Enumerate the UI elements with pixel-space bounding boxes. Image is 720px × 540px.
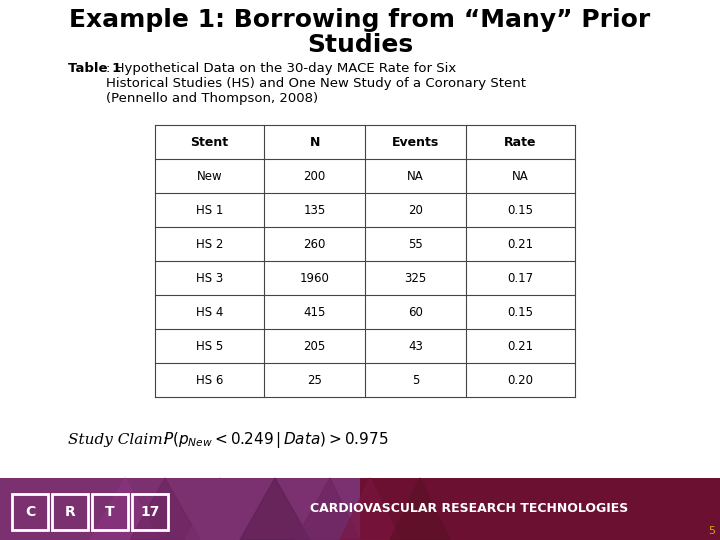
Text: Example 1: Borrowing from “Many” Prior: Example 1: Borrowing from “Many” Prior	[69, 8, 651, 32]
Bar	[12, 494, 48, 530]
Text: Stent: Stent	[191, 136, 229, 148]
Text: T: T	[105, 505, 114, 519]
Text: 5: 5	[708, 526, 715, 536]
Text: 415: 415	[303, 306, 325, 319]
Bar	[92, 494, 128, 530]
Text: HS 4: HS 4	[196, 306, 223, 319]
Text: 325: 325	[404, 272, 426, 285]
Text: 0.15: 0.15	[508, 306, 534, 319]
Text: HS 3: HS 3	[196, 272, 223, 285]
Text: NA: NA	[512, 170, 528, 183]
Text: $P(p_{New} < 0.249\,|\,Data) > 0.975$: $P(p_{New} < 0.249\,|\,Data) > 0.975$	[163, 430, 389, 450]
Text: 17: 17	[140, 505, 160, 519]
Polygon shape	[240, 478, 310, 540]
Text: CARDIOVASCULAR RESEARCH TECHNOLOGIES: CARDIOVASCULAR RESEARCH TECHNOLOGIES	[310, 503, 629, 516]
Polygon shape	[340, 478, 400, 540]
Text: : Hypothetical Data on the 30-day MACE Rate for Six
Historical Studies (HS) and : : Hypothetical Data on the 30-day MACE R…	[106, 62, 526, 105]
Text: 60: 60	[408, 306, 423, 319]
Text: 5: 5	[412, 374, 419, 387]
Text: HS 1: HS 1	[196, 204, 223, 217]
Text: C: C	[25, 505, 35, 519]
Polygon shape	[390, 478, 450, 540]
Text: Study Claim:: Study Claim:	[68, 433, 178, 447]
Text: HS 5: HS 5	[196, 340, 223, 353]
Text: 1960: 1960	[300, 272, 330, 285]
Text: NA: NA	[407, 170, 424, 183]
Text: 260: 260	[303, 238, 325, 251]
Text: 200: 200	[303, 170, 325, 183]
Text: Table 1: Table 1	[68, 62, 121, 75]
Polygon shape	[90, 478, 160, 540]
Bar	[132, 494, 168, 530]
Text: 0.20: 0.20	[508, 374, 534, 387]
Text: R: R	[65, 505, 76, 519]
Text: HS 2: HS 2	[196, 238, 223, 251]
Bar	[360, 478, 720, 540]
Polygon shape	[130, 478, 200, 540]
Text: 135: 135	[303, 204, 325, 217]
Polygon shape	[185, 478, 250, 540]
Text: Rate: Rate	[504, 136, 536, 148]
Text: N: N	[310, 136, 320, 148]
Text: 0.17: 0.17	[508, 272, 534, 285]
Text: 55: 55	[408, 238, 423, 251]
Text: 205: 205	[303, 340, 325, 353]
Bar	[52, 494, 88, 530]
Text: New: New	[197, 170, 222, 183]
Text: Studies: Studies	[307, 33, 413, 57]
Text: 0.21: 0.21	[508, 238, 534, 251]
Bar	[0, 478, 360, 540]
Text: Events: Events	[392, 136, 439, 148]
Text: 43: 43	[408, 340, 423, 353]
Text: HS 6: HS 6	[196, 374, 223, 387]
Text: 20: 20	[408, 204, 423, 217]
Text: 0.21: 0.21	[508, 340, 534, 353]
Polygon shape	[295, 478, 360, 540]
Text: 25: 25	[307, 374, 322, 387]
Text: 0.15: 0.15	[508, 204, 534, 217]
